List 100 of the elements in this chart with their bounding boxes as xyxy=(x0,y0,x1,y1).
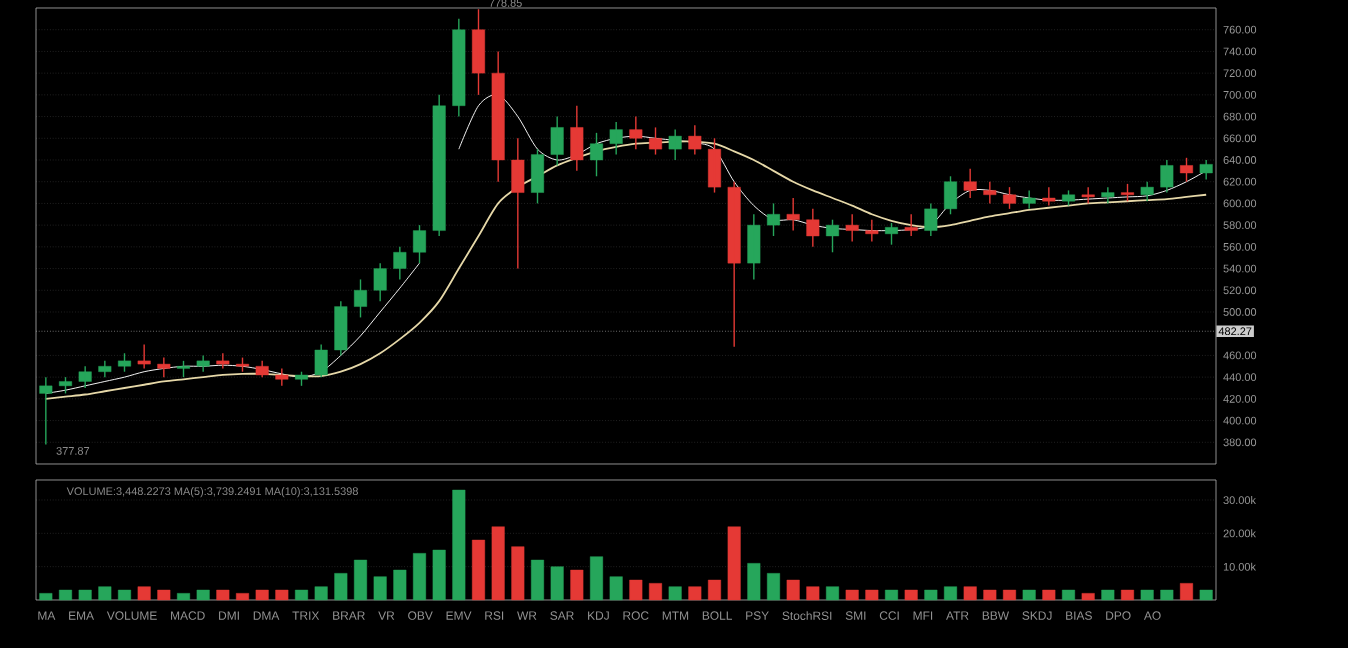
candlestick xyxy=(413,224,426,264)
bar xyxy=(314,586,328,601)
bar xyxy=(334,573,348,601)
bar xyxy=(924,589,938,601)
candlestick xyxy=(511,137,525,270)
bar xyxy=(609,576,623,601)
candlestick xyxy=(767,202,780,237)
bar xyxy=(511,546,525,601)
candlestick xyxy=(845,213,859,243)
candlestick xyxy=(531,148,544,205)
bar xyxy=(668,586,682,601)
bar xyxy=(570,569,584,601)
bar xyxy=(413,553,426,601)
candlestick xyxy=(491,50,505,183)
bar xyxy=(1101,589,1115,601)
candlestick xyxy=(452,18,466,118)
candlestick xyxy=(275,367,289,387)
bar xyxy=(767,573,780,601)
bar xyxy=(1180,583,1193,601)
bar xyxy=(944,586,957,601)
bar xyxy=(826,586,839,601)
bar xyxy=(78,589,92,601)
bar xyxy=(98,586,112,601)
bar xyxy=(432,549,446,601)
candlestick xyxy=(944,175,957,215)
candlestick xyxy=(806,208,820,248)
bar xyxy=(354,559,367,601)
candlestick xyxy=(885,222,898,246)
bar xyxy=(177,593,190,601)
bar xyxy=(845,589,859,601)
bar xyxy=(727,526,741,601)
bar xyxy=(1199,589,1213,601)
bar xyxy=(590,556,603,601)
candlestick xyxy=(1140,181,1154,202)
bar xyxy=(865,589,879,601)
bar xyxy=(1140,589,1154,601)
candlestick xyxy=(826,219,839,253)
bar xyxy=(786,579,800,601)
bar xyxy=(137,586,151,601)
candlestick xyxy=(354,278,367,319)
bar xyxy=(1003,589,1016,601)
candlestick xyxy=(157,356,171,378)
candlestick xyxy=(865,219,879,243)
bar xyxy=(157,589,171,601)
candlestick xyxy=(334,300,348,357)
bar xyxy=(531,559,544,601)
candlestick xyxy=(39,376,53,446)
bar xyxy=(1121,589,1134,601)
bar xyxy=(904,589,918,601)
bar xyxy=(216,589,230,601)
candlestick xyxy=(1081,186,1095,205)
candlestick xyxy=(727,181,741,348)
bar xyxy=(1042,589,1056,601)
bar xyxy=(1022,589,1036,601)
bar xyxy=(491,526,505,601)
candlestick xyxy=(570,105,584,172)
bar xyxy=(629,579,643,601)
bar xyxy=(963,586,977,601)
candlestick xyxy=(472,8,485,96)
bar xyxy=(983,589,997,601)
candlestick xyxy=(196,354,210,373)
bar xyxy=(452,489,466,601)
candlestick xyxy=(255,360,269,378)
bar xyxy=(373,576,387,601)
bar xyxy=(275,589,289,601)
candlestick xyxy=(1160,159,1174,194)
candlestick xyxy=(373,262,387,302)
bar xyxy=(39,593,53,601)
candlestick xyxy=(550,115,564,167)
bar xyxy=(118,589,131,601)
candlestick xyxy=(963,167,977,199)
candlestick xyxy=(1199,159,1213,181)
bar xyxy=(236,593,249,601)
candlestick xyxy=(649,126,662,156)
candlestick xyxy=(904,213,918,237)
bar xyxy=(806,586,820,601)
candlestick xyxy=(668,128,682,161)
bar xyxy=(59,589,72,601)
candlestick xyxy=(314,343,328,378)
bar xyxy=(295,589,308,601)
candlestick xyxy=(118,352,131,373)
bar xyxy=(649,583,662,601)
bar xyxy=(196,589,210,601)
bar xyxy=(708,579,721,601)
bar xyxy=(255,589,269,601)
bar xyxy=(1081,593,1095,601)
bar xyxy=(1160,589,1174,601)
bar xyxy=(550,566,564,601)
candlestick xyxy=(924,202,938,237)
candlestick xyxy=(747,213,761,281)
candlestick xyxy=(216,352,230,370)
bar xyxy=(472,539,485,601)
candlestick xyxy=(1042,186,1056,207)
candlestick xyxy=(1180,157,1193,183)
candlestick xyxy=(1003,186,1016,210)
bar xyxy=(688,586,702,601)
candlestick xyxy=(786,197,800,232)
candlestick xyxy=(393,246,407,281)
bar xyxy=(885,589,898,601)
candlestick xyxy=(137,343,151,370)
